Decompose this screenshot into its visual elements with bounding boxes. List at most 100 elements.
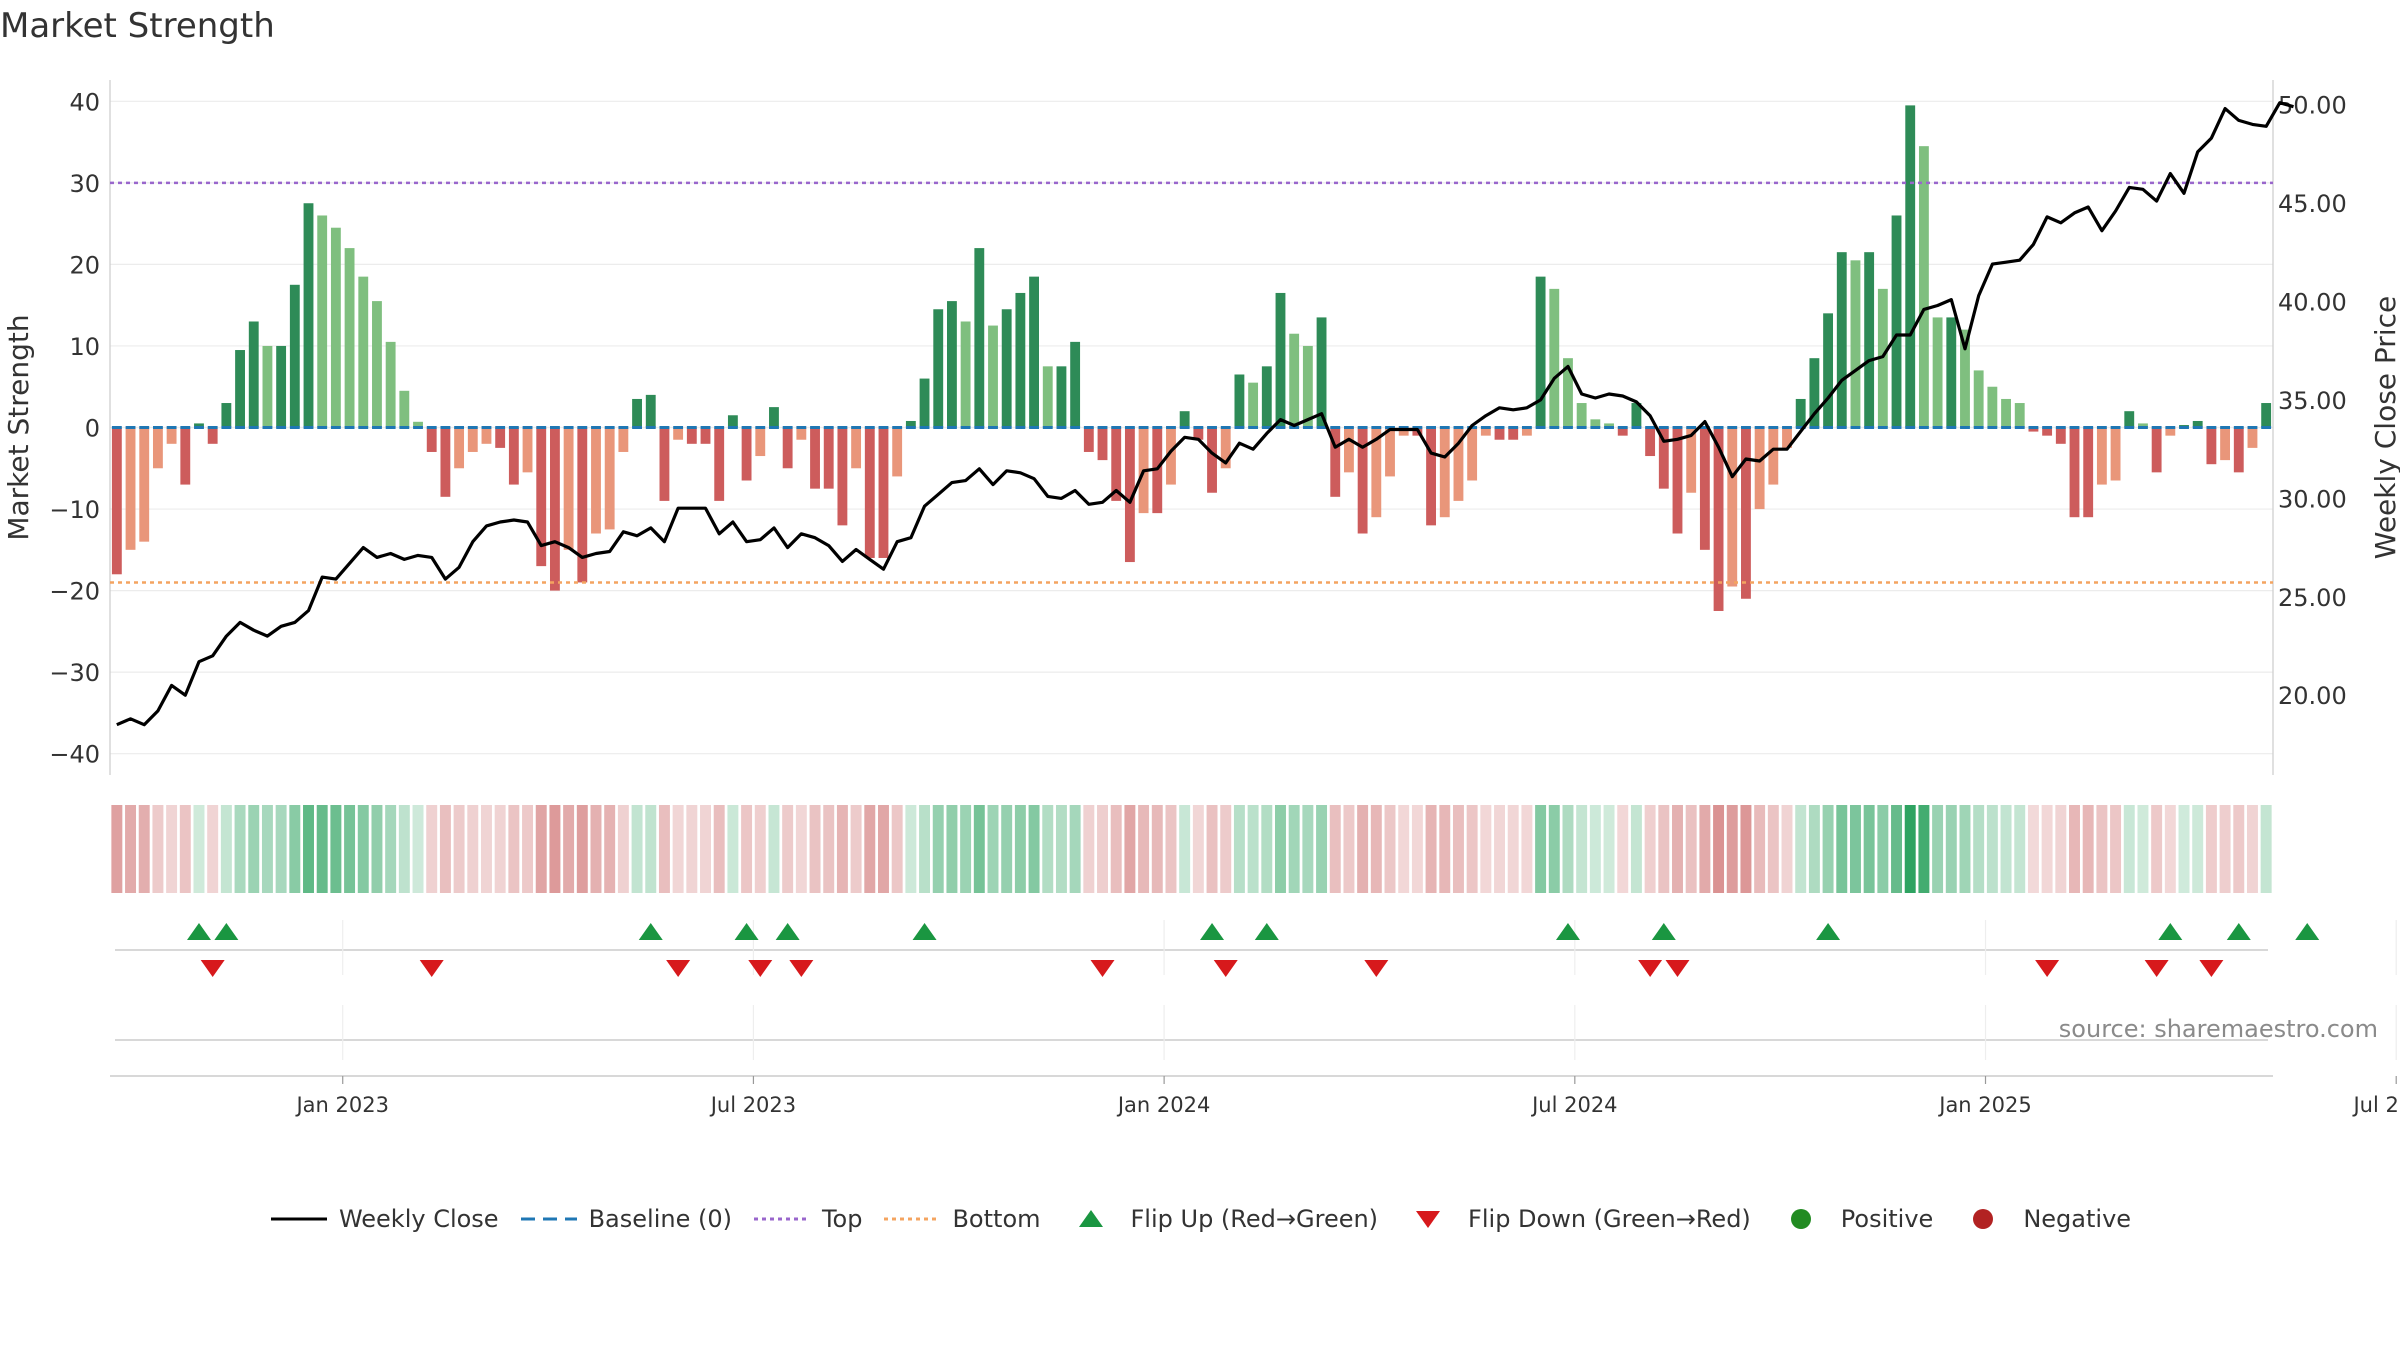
strength-bar — [1302, 345, 1313, 428]
legend-item-baseline: Baseline (0) — [519, 1205, 732, 1233]
heat-strip-cell — [1904, 805, 1916, 893]
strength-bar — [878, 427, 889, 558]
strength-bar — [276, 345, 287, 428]
strength-bar — [1439, 427, 1450, 518]
strength-bar — [536, 427, 547, 567]
strength-bar — [111, 427, 122, 575]
heat-strip-cell — [1357, 805, 1369, 893]
strength-bar — [2261, 403, 2272, 428]
flip-up-marker — [2226, 923, 2251, 940]
heat-strip-cell — [754, 805, 766, 893]
right-tick-label: 35.00 — [2278, 387, 2347, 415]
heat-strip-cell — [1370, 805, 1382, 893]
strength-bar — [1836, 252, 1847, 428]
legend-item-bottom: Bottom — [882, 1205, 1041, 1233]
legend: Weekly Close Baseline (0) Top Bottom Flip Up… — [0, 1205, 2400, 1233]
heat-strip-cell — [111, 805, 123, 893]
heat-strip-cell — [1863, 805, 1875, 893]
heat-strip-cell — [2110, 805, 2122, 893]
heat-strip-cell — [782, 805, 794, 893]
strength-bar — [714, 427, 725, 501]
strength-bar — [1001, 309, 1012, 428]
heat-strip-cell — [1699, 805, 1711, 893]
heat-strip-cell — [1849, 805, 1861, 893]
heat-strip-cell — [2069, 805, 2080, 893]
heat-strip-cell — [1288, 805, 1300, 893]
heat-strip-cell — [494, 805, 506, 893]
positive-legend-swatch — [1790, 1209, 1811, 1229]
strength-bar — [837, 427, 848, 526]
legend-label: Baseline (0) — [588, 1205, 732, 1233]
strength-bar — [1713, 427, 1724, 611]
heat-strip-cell — [1891, 805, 1903, 893]
heat-strip-cell — [1398, 805, 1410, 893]
strength-bar — [1042, 366, 1053, 428]
flip-down-marker — [1090, 960, 1115, 977]
heat-strip-cell — [864, 805, 876, 893]
legend-label: Weekly Close — [338, 1205, 499, 1233]
heat-strip-cell — [220, 805, 232, 893]
heat-strip-cell — [768, 805, 780, 893]
heat-strip-cell — [480, 805, 492, 893]
strength-bar — [2096, 427, 2107, 485]
flip-up-marker — [1200, 923, 1225, 940]
heat-strip-cell — [1302, 805, 1314, 893]
strength-bar — [1508, 427, 1519, 440]
flip-down-marker — [789, 960, 814, 977]
heat-strip-cell — [1014, 805, 1026, 893]
heat-strip-cell — [2000, 805, 2012, 893]
heat-strip-cell — [1179, 805, 1191, 893]
strength-bar — [1275, 292, 1286, 428]
strength-bar — [1371, 427, 1382, 518]
strength-bar — [1535, 276, 1546, 428]
flip-down-marker — [1213, 960, 1238, 977]
flip-down-marker — [666, 960, 691, 977]
heat-strip-cell — [385, 805, 397, 893]
strength-bar — [262, 345, 273, 428]
heat-strip-cell — [1343, 805, 1355, 893]
y-axis-label-left: Market Strength — [2, 314, 35, 540]
strength-bar — [426, 427, 437, 452]
heat-strip-cell — [563, 805, 575, 893]
heat-strip-cell — [631, 805, 643, 893]
heat-strip-cell — [878, 805, 889, 893]
strength-bar — [1823, 313, 1834, 428]
heat-strip-cell — [1001, 805, 1013, 893]
heat-strip-cell — [1767, 805, 1779, 893]
heat-strip-cell — [905, 805, 917, 893]
legend-label: Top — [821, 1205, 863, 1233]
right-tick-label: 25.00 — [2278, 584, 2347, 612]
heat-strip-cell — [960, 805, 972, 893]
heat-strip-cell — [344, 805, 356, 893]
strength-bar — [700, 427, 711, 444]
heat-strip-cell — [1630, 805, 1642, 893]
flip-down-marker — [748, 960, 773, 977]
heat-strip-cell — [987, 805, 999, 893]
heat-strip-cell — [1220, 805, 1232, 893]
negative-legend-swatch — [1973, 1209, 1994, 1229]
heat-strip-cell — [2123, 805, 2135, 893]
heat-strip-cell — [1576, 805, 1588, 893]
heat-strip-cell — [1261, 805, 1273, 893]
heat-strip-cell — [1918, 805, 1930, 893]
heat-strip-cell — [535, 805, 547, 893]
strength-bar — [1850, 260, 1861, 428]
flip-up-marker — [214, 923, 239, 940]
flip-down-marker — [1665, 960, 1690, 977]
strength-bar — [960, 321, 971, 428]
heat-strip-cell — [138, 805, 150, 893]
left-tick-label: −40 — [49, 741, 100, 769]
strength-bar — [563, 427, 574, 550]
strength-bar — [1467, 427, 1478, 481]
x-tick-label: Jul 2023 — [709, 1093, 796, 1117]
heat-strip-cell — [1411, 805, 1423, 893]
strength-bar — [1220, 427, 1231, 469]
heat-strip-cell — [398, 805, 410, 893]
strength-bar — [988, 325, 998, 428]
strength-bar — [467, 427, 478, 452]
legend-item-positive: Positive — [1771, 1205, 1933, 1233]
strength-bar — [522, 427, 533, 473]
strength-bar — [1809, 358, 1820, 428]
strength-bar — [1056, 366, 1067, 428]
